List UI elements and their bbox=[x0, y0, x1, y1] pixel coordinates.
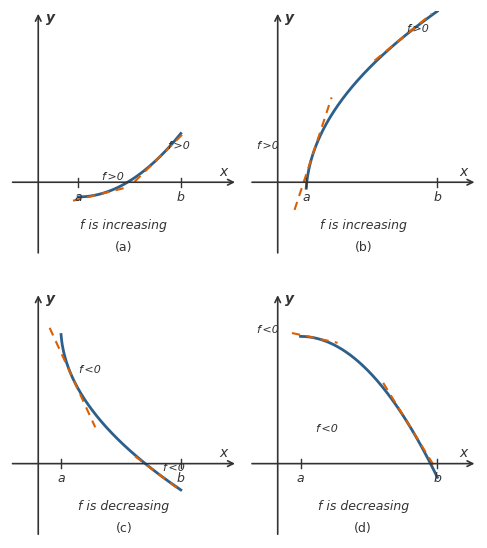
Text: f′>0: f′>0 bbox=[406, 24, 429, 35]
Text: b: b bbox=[177, 191, 185, 204]
Text: b: b bbox=[433, 472, 441, 485]
Text: b: b bbox=[177, 472, 185, 485]
Text: f′<0: f′<0 bbox=[163, 463, 186, 473]
Text: f′<0: f′<0 bbox=[256, 325, 279, 335]
Text: a: a bbox=[297, 472, 304, 485]
Text: x: x bbox=[220, 447, 228, 460]
Text: y: y bbox=[46, 292, 55, 306]
Text: a: a bbox=[57, 472, 65, 485]
Text: f is increasing: f is increasing bbox=[320, 219, 407, 232]
Text: x: x bbox=[459, 447, 468, 460]
Text: (a): (a) bbox=[115, 241, 132, 254]
Text: y: y bbox=[46, 11, 55, 25]
Text: f′<0: f′<0 bbox=[315, 424, 337, 434]
Text: f′>0: f′>0 bbox=[256, 141, 279, 151]
Text: f′>0: f′>0 bbox=[167, 141, 190, 151]
Text: f′>0: f′>0 bbox=[101, 172, 124, 182]
Text: (d): (d) bbox=[355, 522, 372, 535]
Text: y: y bbox=[285, 292, 294, 306]
Text: a: a bbox=[302, 191, 310, 204]
Text: x: x bbox=[459, 165, 468, 179]
Text: f is decreasing: f is decreasing bbox=[318, 500, 409, 513]
Text: f is increasing: f is increasing bbox=[80, 219, 167, 232]
Text: b: b bbox=[433, 191, 441, 204]
Text: (b): (b) bbox=[355, 241, 372, 254]
Text: (c): (c) bbox=[115, 522, 132, 535]
Text: f is decreasing: f is decreasing bbox=[78, 500, 169, 513]
Text: x: x bbox=[220, 165, 228, 179]
Text: a: a bbox=[75, 191, 82, 204]
Text: f′<0: f′<0 bbox=[78, 364, 101, 375]
Text: y: y bbox=[285, 11, 294, 25]
